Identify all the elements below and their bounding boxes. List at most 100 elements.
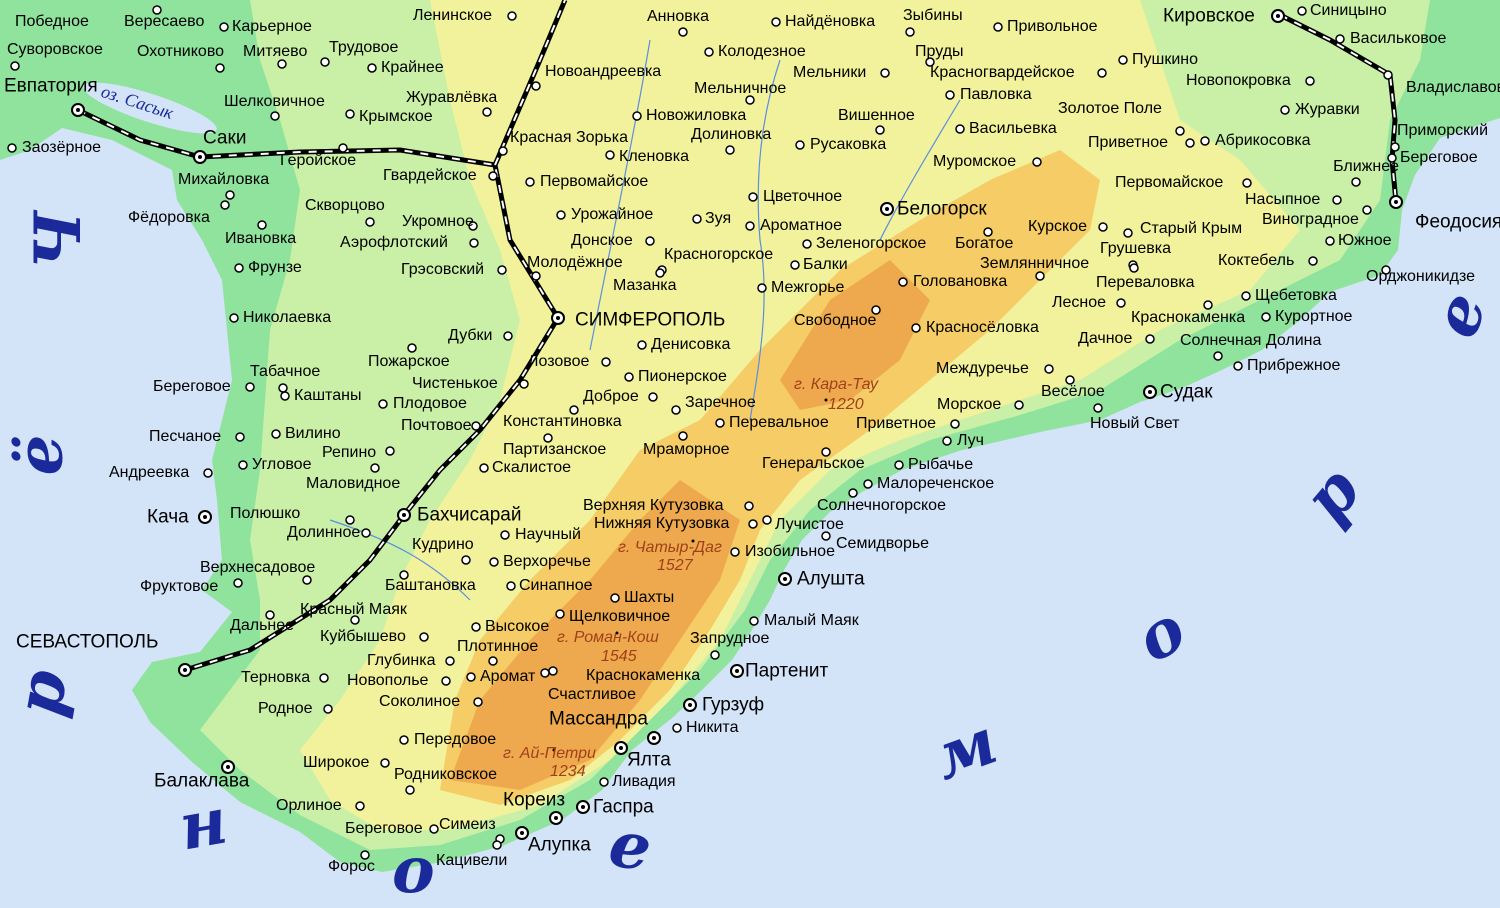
- place-label[interactable]: Васильковое: [1350, 30, 1447, 47]
- place-label[interactable]: Песчаное: [149, 428, 222, 445]
- place-label[interactable]: Кацивели: [436, 852, 508, 869]
- place-label[interactable]: Головановка: [913, 273, 1008, 290]
- place-label[interactable]: Верхоречье: [503, 553, 591, 570]
- place-label[interactable]: Фрунзе: [248, 259, 302, 276]
- place-label[interactable]: Пионерское: [638, 368, 727, 385]
- place-label[interactable]: Приветное: [1088, 134, 1168, 151]
- place-label[interactable]: Чистенькое: [412, 375, 498, 392]
- place-label[interactable]: Михайловка: [178, 171, 270, 188]
- place-label[interactable]: Землянничное: [980, 255, 1090, 272]
- place-label[interactable]: Научный: [515, 526, 581, 543]
- place-label[interactable]: Солнечная Долина: [1180, 332, 1322, 349]
- place-label[interactable]: Фруктовое: [140, 578, 219, 595]
- place-label[interactable]: Павловка: [960, 86, 1032, 103]
- place-label[interactable]: Гаспра: [593, 796, 654, 818]
- place-label[interactable]: Южное: [1338, 232, 1392, 249]
- place-label[interactable]: Табачное: [250, 363, 321, 380]
- place-label[interactable]: Плотинное: [457, 638, 539, 655]
- place-label[interactable]: Зеленогорское: [816, 235, 927, 252]
- place-label[interactable]: Константиновка: [503, 413, 622, 430]
- place-label[interactable]: Партенит: [745, 660, 829, 682]
- place-label[interactable]: Кача: [147, 506, 189, 528]
- place-label[interactable]: Ближнее: [1333, 158, 1399, 175]
- place-label[interactable]: Насыпное: [1245, 191, 1321, 208]
- place-label[interactable]: Кленовка: [619, 148, 690, 165]
- place-label[interactable]: Счастливое: [548, 686, 636, 703]
- place-label[interactable]: Каштаны: [294, 387, 362, 404]
- place-label[interactable]: Весёлое: [1041, 383, 1105, 400]
- place-label[interactable]: Мельники: [793, 64, 867, 81]
- place-label[interactable]: СЕВАСТОПОЛЬ: [16, 631, 159, 653]
- place-label[interactable]: Ароматное: [760, 217, 842, 234]
- place-label[interactable]: Карьерное: [232, 18, 312, 35]
- place-label[interactable]: Курортное: [1275, 308, 1353, 325]
- place-label[interactable]: Алушта: [797, 568, 865, 590]
- place-label[interactable]: Первомайское: [540, 173, 649, 190]
- place-label[interactable]: Краснокаменка: [1131, 309, 1246, 326]
- place-label[interactable]: Родное: [258, 700, 313, 717]
- place-label[interactable]: Угловое: [252, 456, 312, 473]
- place-label[interactable]: Журавки: [1295, 101, 1360, 118]
- place-label[interactable]: Кировское: [1163, 5, 1255, 27]
- place-label[interactable]: Привольное: [1007, 18, 1098, 35]
- place-label[interactable]: Золотое Поле: [1058, 100, 1162, 117]
- place-label[interactable]: Анновка: [647, 8, 709, 25]
- place-label[interactable]: Малый Маяк: [764, 612, 859, 629]
- place-label[interactable]: Зуя: [705, 210, 732, 227]
- place-label[interactable]: Почтовое: [401, 417, 472, 434]
- place-label[interactable]: Междуречье: [936, 360, 1029, 377]
- place-label[interactable]: Победное: [15, 13, 89, 30]
- place-label[interactable]: Феодосия: [1415, 211, 1500, 233]
- place-label[interactable]: Журавлёвка: [406, 89, 498, 106]
- place-label[interactable]: Аромат: [480, 668, 536, 685]
- place-label[interactable]: Новожиловка: [646, 107, 747, 124]
- place-label[interactable]: Колодезное: [718, 43, 806, 60]
- place-label[interactable]: Саки: [203, 127, 247, 149]
- place-label[interactable]: Свободное: [794, 312, 877, 329]
- place-label[interactable]: Пруды: [915, 43, 964, 60]
- place-label[interactable]: Зыбины: [903, 7, 963, 24]
- place-label[interactable]: Репино: [322, 444, 377, 461]
- place-label[interactable]: Ленинское: [413, 7, 492, 24]
- place-label[interactable]: Трудовое: [329, 39, 399, 56]
- place-label[interactable]: Старый Крым: [1140, 220, 1243, 237]
- place-label[interactable]: Береговое: [153, 378, 231, 395]
- place-label[interactable]: Глубинка: [367, 652, 436, 669]
- place-label[interactable]: Новопокровка: [1186, 72, 1291, 89]
- place-label[interactable]: Верхняя Кутузовка: [583, 497, 724, 514]
- place-label[interactable]: Партизанское: [503, 441, 607, 458]
- place-label[interactable]: Найдёновка: [785, 13, 876, 30]
- place-label[interactable]: Шахты: [624, 589, 675, 606]
- place-label[interactable]: Виноградное: [1262, 211, 1359, 228]
- place-label[interactable]: Шелковичное: [224, 93, 325, 110]
- place-label[interactable]: Лучистое: [775, 516, 844, 533]
- place-label[interactable]: Белогорск: [897, 198, 987, 220]
- place-label[interactable]: Орлиное: [276, 797, 342, 814]
- place-label[interactable]: Ялта: [627, 749, 671, 771]
- place-label[interactable]: Абрикосовка: [1215, 132, 1311, 149]
- place-label[interactable]: Массандра: [549, 708, 648, 730]
- place-label[interactable]: Аэрофлотский: [340, 234, 448, 251]
- place-label[interactable]: Лозовое: [528, 353, 590, 370]
- place-label[interactable]: Денисовка: [651, 336, 731, 353]
- place-label[interactable]: Красногорское: [664, 246, 774, 263]
- place-label[interactable]: Доброе: [583, 388, 639, 405]
- place-label[interactable]: Цветочное: [763, 188, 843, 205]
- place-label[interactable]: Щебетовка: [1255, 287, 1337, 304]
- place-label[interactable]: Крайнее: [381, 59, 444, 76]
- place-label[interactable]: Перевальное: [729, 414, 829, 431]
- place-label[interactable]: Мраморное: [643, 441, 730, 458]
- place-label[interactable]: Нижняя Кутузовка: [594, 515, 730, 532]
- place-label[interactable]: Заречное: [685, 394, 756, 411]
- place-label[interactable]: Полюшко: [230, 505, 301, 522]
- place-label[interactable]: Пушкино: [1132, 51, 1199, 68]
- place-label[interactable]: Орджоникидзе: [1366, 268, 1476, 286]
- place-label[interactable]: Приветное: [856, 415, 936, 432]
- place-label[interactable]: Охотниково: [137, 43, 225, 60]
- place-label[interactable]: Андреевка: [109, 464, 190, 481]
- place-label[interactable]: Коктебель: [1218, 252, 1295, 269]
- place-label[interactable]: Дубки: [448, 327, 493, 344]
- place-label[interactable]: Дальнее: [230, 617, 295, 634]
- place-label[interactable]: Щелковичное: [569, 608, 671, 625]
